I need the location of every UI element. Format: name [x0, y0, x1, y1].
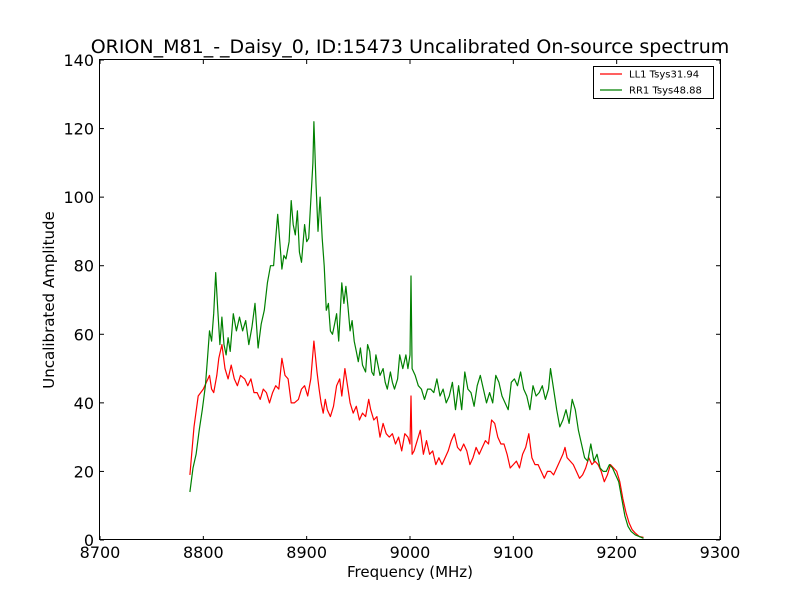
y-tick-label: 80 — [74, 257, 94, 276]
y-axis-title: Uncalibrated Amplitude — [40, 211, 58, 388]
legend-label-ll1: LL1 Tsys31.94 — [629, 70, 699, 81]
x-tick-label: 8800 — [183, 543, 224, 562]
chart-title: ORION_M81_-_Daisy_0, ID:15473 Uncalibrat… — [91, 36, 730, 58]
plot-area — [189, 121, 644, 539]
legend-label-rr1: RR1 Tsys48.88 — [629, 86, 702, 97]
x-tick-label: 9100 — [493, 543, 534, 562]
y-tick-label: 40 — [74, 394, 94, 413]
y-tick-label: 60 — [74, 325, 94, 344]
y-tick-label: 120 — [63, 120, 94, 139]
x-tick-label: 9200 — [596, 543, 637, 562]
series-line-1 — [189, 121, 644, 539]
x-tick-label: 9300 — [700, 543, 741, 562]
x-tick-label: 9000 — [390, 543, 431, 562]
y-tick-label: 20 — [74, 462, 94, 481]
legend: LL1 Tsys31.94 RR1 Tsys48.88 — [593, 66, 714, 99]
series-line-0 — [189, 340, 644, 538]
y-tick-label: 100 — [63, 188, 94, 207]
x-tick-label: 8700 — [80, 543, 121, 562]
y-tick-label: 140 — [63, 51, 94, 70]
x-axis-title: Frequency (MHz) — [347, 563, 473, 581]
x-tick-label: 8900 — [286, 543, 327, 562]
legend-box — [593, 66, 714, 99]
y-tick-label: 0 — [84, 531, 94, 550]
axis-ticks: 8700 8800 8900 9000 9100 9200 9300 0 20 40 60 80 100… — [63, 51, 740, 562]
